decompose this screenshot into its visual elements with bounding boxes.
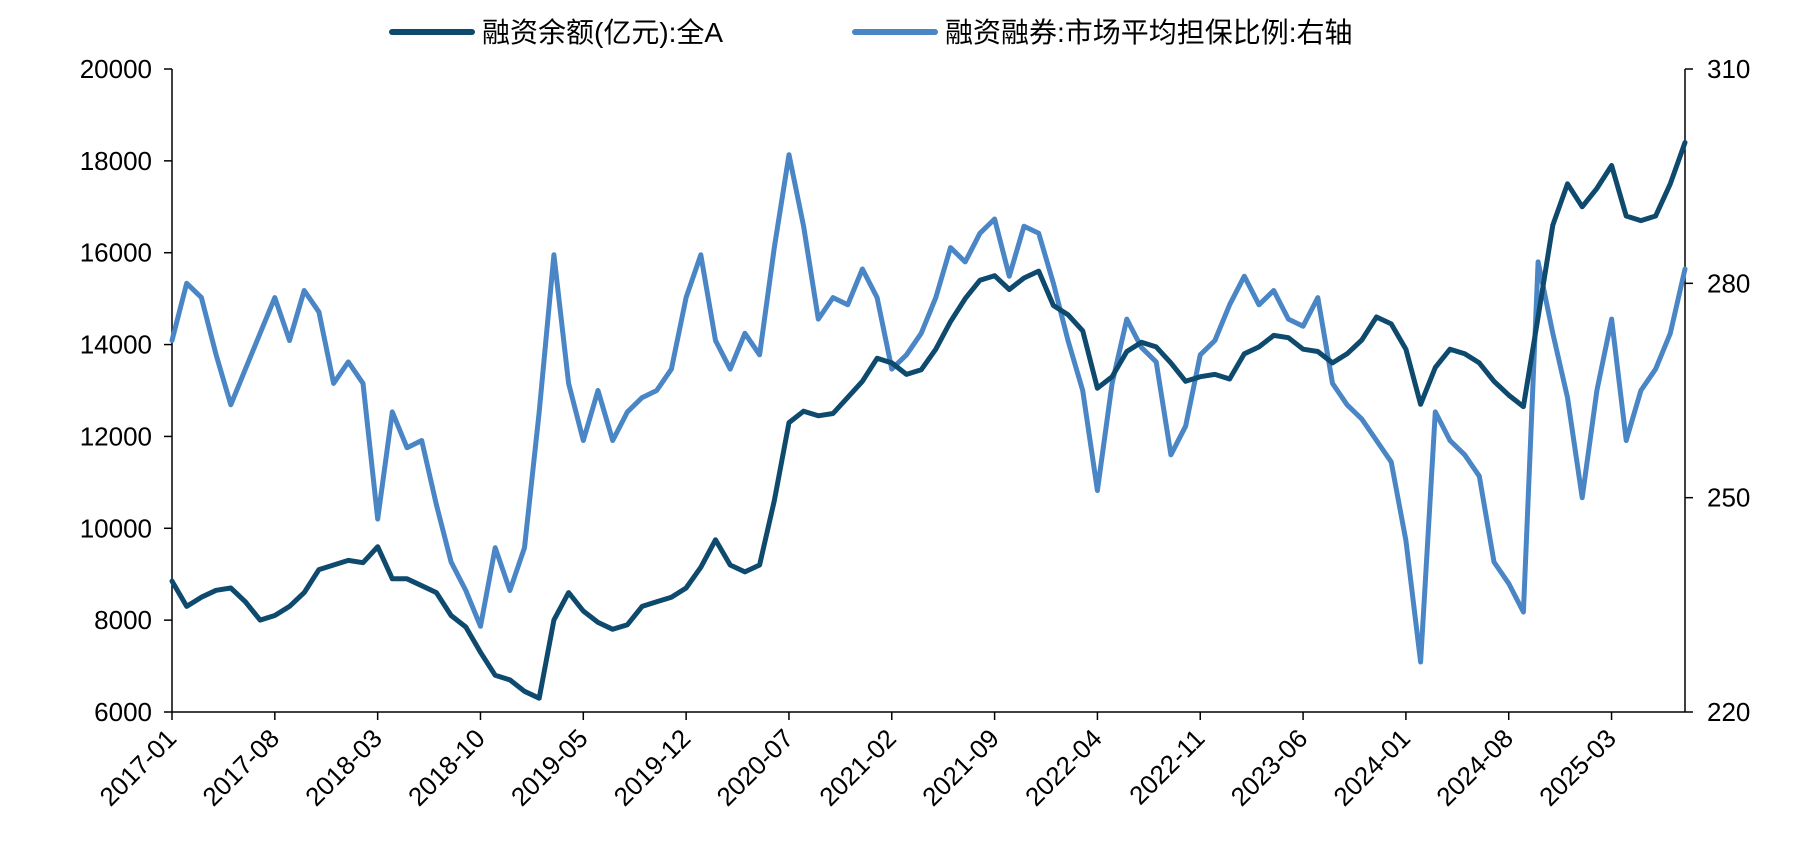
left-y-tick-label: 18000 — [80, 146, 152, 176]
legend: 融资余额(亿元):全A 融资融券:市场平均担保比例:右轴 — [389, 17, 1353, 48]
x-tick-label: 2023-06 — [1225, 723, 1314, 812]
right-y-tick-label: 220 — [1707, 697, 1750, 727]
right-y-tick-label: 280 — [1707, 268, 1750, 298]
series-line-margin-balance — [169, 140, 1688, 701]
right-y-tick-label: 310 — [1707, 54, 1750, 84]
left-y-tick-label: 8000 — [94, 605, 152, 635]
axes: 6000 8000 10000 12000 14000 16000 18000 20000 22… — [80, 54, 1751, 812]
x-tick-label: 2019-12 — [608, 723, 697, 812]
left-y-tick-label: 6000 — [94, 697, 152, 727]
x-tick-label: 2024-08 — [1430, 723, 1519, 812]
right-y-tick-label: 250 — [1707, 483, 1750, 513]
left-y-tick-label: 16000 — [80, 238, 152, 268]
x-tick-label: 2021-02 — [813, 723, 902, 812]
legend-item-margin-balance: 融资余额(亿元):全A — [389, 17, 723, 48]
legend-label: 融资融券:市场平均担保比例:右轴 — [945, 17, 1353, 48]
left-y-tick-label: 10000 — [80, 513, 152, 543]
x-tick-label: 2020-07 — [711, 723, 800, 812]
series-layer — [169, 140, 1688, 701]
series-line-collateral-ratio — [169, 152, 1688, 665]
left-y-tick-label: 14000 — [80, 330, 152, 360]
legend-label: 融资余额(亿元):全A — [482, 17, 723, 48]
x-tick-label: 2018-10 — [402, 723, 491, 812]
x-tick-label: 2024-01 — [1327, 723, 1416, 812]
left-y-tick-label: 20000 — [80, 54, 152, 84]
x-tick-label: 2021-09 — [916, 723, 1005, 812]
x-tick-label: 2025-03 — [1533, 723, 1622, 812]
x-tick-label: 2018-03 — [299, 723, 388, 812]
x-tick-label: 2017-01 — [94, 723, 183, 812]
x-tick-label: 2022-04 — [1019, 723, 1108, 812]
left-y-tick-label: 12000 — [80, 421, 152, 451]
x-tick-label: 2017-08 — [196, 723, 285, 812]
x-tick-label: 2019-05 — [505, 723, 594, 812]
x-tick-label: 2022-11 — [1123, 723, 1210, 810]
legend-item-collateral-ratio: 融资融券:市场平均担保比例:右轴 — [852, 17, 1353, 48]
